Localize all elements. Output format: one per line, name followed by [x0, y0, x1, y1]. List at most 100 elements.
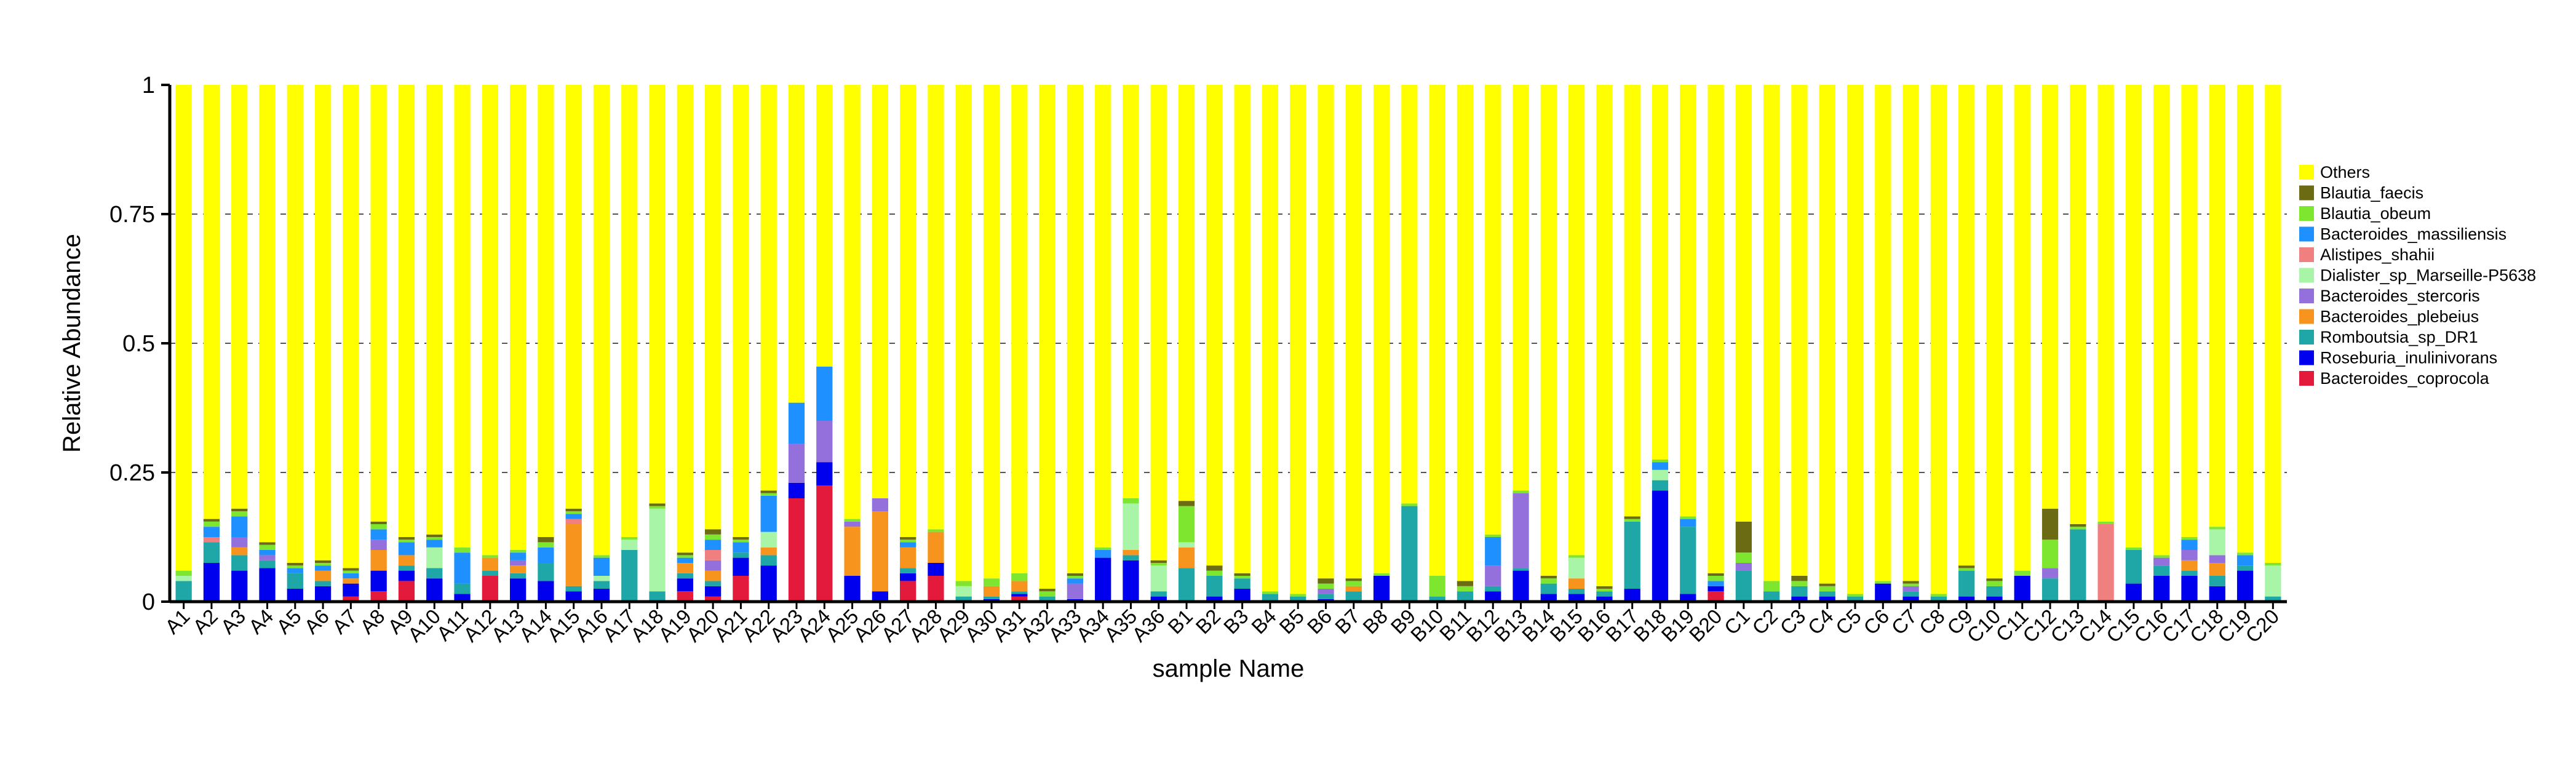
bar-segment-Romboutsia_sp_DR1 [1011, 591, 1028, 594]
bar-segment-Romboutsia_sp_DR1 [175, 581, 192, 602]
bar-segment-Roseburia_inulinivorans [677, 578, 693, 592]
bar-segment-Blautia_obeum [1011, 573, 1028, 581]
bar-segment-Blautia_obeum [1095, 547, 1111, 550]
bar-segment-Blautia_obeum [1680, 516, 1696, 519]
legend-label: Dialister_sp_Marseille-P5638 [2320, 266, 2536, 285]
bar-segment-Blautia_faecis [733, 537, 749, 540]
bar-segment-Bacteroides_massiliensis [426, 540, 443, 548]
bar-segment-Blautia_faecis [1902, 581, 1919, 584]
bar-segment-Bacteroides_plebeius [482, 557, 498, 571]
bar-stack-C8 [1930, 85, 1947, 602]
bar-segment-Blautia_obeum [844, 519, 861, 522]
bar-segment-Romboutsia_sp_DR1 [231, 555, 248, 571]
bar-segment-Bacteroides_plebeius [2181, 560, 2198, 571]
bar-segment-Blautia_obeum [1986, 581, 2003, 586]
bar-segment-Roseburia_inulinivorans [1234, 589, 1250, 602]
legend-swatch [2299, 226, 2314, 242]
bar-stack-B3 [1234, 85, 1250, 602]
bar-segment-Romboutsia_sp_DR1 [2070, 529, 2086, 602]
bar-segment-Alistipes_shahii [565, 519, 582, 524]
bar-segment-Blautia_faecis [900, 537, 916, 540]
bar-segment-Blautia_obeum [2236, 552, 2254, 556]
bar-segment-Others [1513, 85, 1529, 491]
bar-segment-Blautia_obeum [900, 540, 916, 543]
bar-stack-A1 [175, 85, 192, 602]
legend-swatch [2299, 165, 2314, 180]
bar-stack-A34 [1095, 85, 1111, 602]
bar-stack-C11 [2014, 85, 2030, 602]
bar-segment-Dialister_sp_Marseille-P5638 [593, 576, 610, 581]
x-tick-label: B20 [1685, 605, 1727, 647]
bar-segment-Bacteroides_stercoris [370, 540, 387, 550]
bar-segment-Roseburia_inulinivorans [1568, 594, 1585, 602]
bar-segment-Romboutsia_sp_DR1 [1791, 586, 1808, 597]
bar-segment-Bacteroides_stercoris [816, 421, 833, 463]
bar-segment-Romboutsia_sp_DR1 [677, 573, 693, 579]
bar-stack-A36 [1150, 85, 1167, 602]
bar-segment-Bacteroides_massiliensis [343, 573, 359, 579]
bar-segment-Romboutsia_sp_DR1 [1318, 594, 1334, 599]
bar-segment-Dialister_sp_Marseille-P5638 [649, 508, 666, 592]
bar-segment-Blautia_obeum [482, 555, 498, 558]
bar-segment-Dialister_sp_Marseille-P5638 [760, 532, 777, 548]
legend-swatch [2299, 268, 2314, 283]
bar-segment-Blautia_obeum [1150, 563, 1167, 566]
bar-stack-A9 [398, 85, 415, 602]
bar-segment-Romboutsia_sp_DR1 [2153, 565, 2170, 576]
bar-segment-Others [1791, 85, 1808, 576]
bar-segment-Others [955, 85, 972, 581]
y-tick-label: 1 [142, 73, 155, 98]
bar-segment-Blautia_obeum [677, 555, 693, 558]
bar-segment-Blautia_faecis [565, 508, 582, 511]
bar-segment-Blautia_obeum [1791, 581, 1808, 586]
bar-segment-Romboutsia_sp_DR1 [203, 542, 220, 563]
bar-segment-Bacteroides_stercoris [1485, 565, 1501, 586]
bar-segment-Bacteroides_coprocola [343, 596, 359, 602]
bar-segment-Roseburia_inulinivorans [538, 581, 554, 602]
bar-segment-Blautia_faecis [2070, 524, 2086, 527]
bar-segment-Bacteroides_plebeius [1568, 578, 1585, 589]
legend-label: Romboutsia_sp_DR1 [2320, 328, 2478, 346]
bar-segment-Romboutsia_sp_DR1 [621, 550, 638, 602]
bar-segment-Dialister_sp_Marseille-P5638 [1150, 565, 1167, 592]
bar-segment-Others [1930, 85, 1947, 594]
bar-segment-Blautia_obeum [1847, 594, 1864, 597]
bar-segment-Roseburia_inulinivorans [844, 576, 861, 602]
bar-segment-Blautia_faecis [370, 521, 387, 524]
bar-segment-Blautia_obeum [2265, 563, 2281, 566]
bar-segment-Others [1596, 85, 1613, 586]
bar-segment-Roseburia_inulinivorans [1819, 596, 1835, 602]
bar-stack-A7 [343, 85, 359, 602]
bar-segment-Romboutsia_sp_DR1 [287, 573, 303, 589]
bar-segment-Blautia_faecis [705, 529, 722, 535]
bar-segment-Blautia_obeum [733, 540, 749, 543]
legend-label: Bacteroides_coprocola [2320, 369, 2490, 388]
bar-segment-Roseburia_inulinivorans [2209, 586, 2225, 602]
bar-segment-Others [1345, 85, 1362, 579]
bar-stack-A23 [788, 85, 805, 602]
bar-segment-Others [705, 85, 722, 530]
legend-label: Blautia_faecis [2320, 184, 2423, 202]
bar-segment-Blautia_obeum [928, 529, 944, 532]
bar-segment-Blautia_obeum [1457, 586, 1474, 592]
bar-segment-Others [872, 85, 889, 498]
bar-segment-Blautia_obeum [175, 570, 192, 576]
bar-segment-Blautia_obeum [2125, 547, 2142, 550]
bar-segment-Roseburia_inulinivorans [1875, 583, 1891, 602]
bar-segment-Bacteroides_plebeius [928, 532, 944, 563]
bar-segment-Bacteroides_coprocola [705, 596, 722, 602]
bar-segment-Bacteroides_massiliensis [314, 565, 332, 571]
bar-segment-Romboutsia_sp_DR1 [314, 581, 332, 586]
bar-segment-Roseburia_inulinivorans [2125, 583, 2142, 602]
bar-segment-Others [733, 85, 749, 537]
bar-stack-A2 [203, 85, 220, 602]
legend-label: Roseburia_inulinivorans [2320, 349, 2497, 367]
bar-segment-Blautia_obeum [1178, 506, 1195, 543]
bar-segment-Bacteroides_massiliensis [231, 516, 248, 537]
bar-segment-Others [203, 85, 220, 519]
bar-segment-Others [314, 85, 332, 560]
bar-segment-Blautia_obeum [2209, 527, 2225, 530]
bar-segment-Others [2153, 85, 2170, 556]
bar-segment-Blautia_faecis [259, 542, 276, 545]
bar-segment-Bacteroides_stercoris [2153, 557, 2170, 566]
